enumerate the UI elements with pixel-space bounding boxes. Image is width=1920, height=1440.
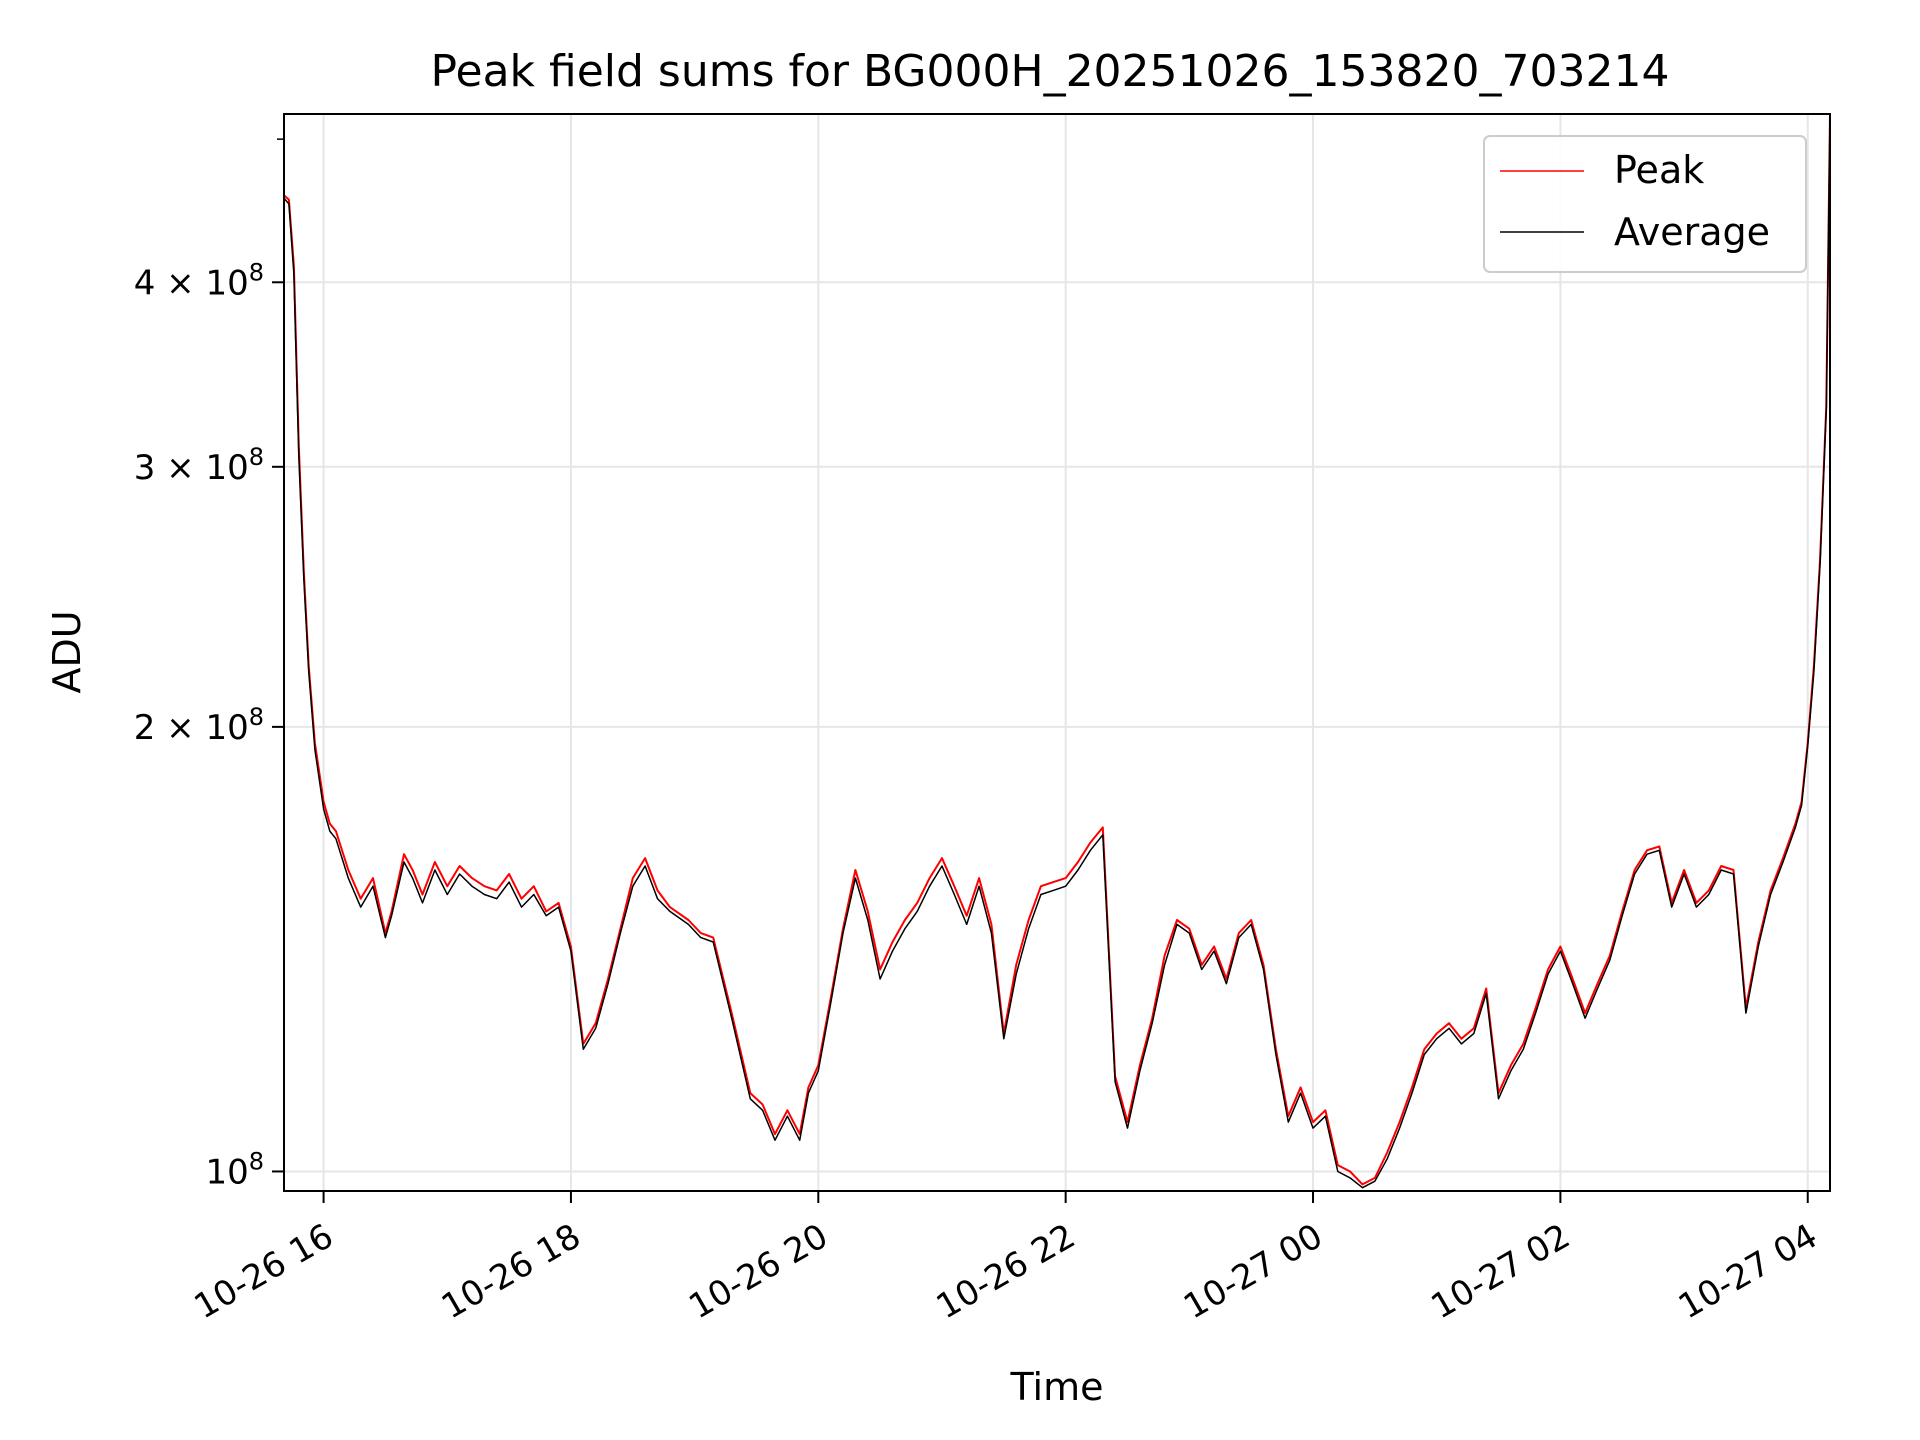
y-axis-label: ADU bbox=[45, 610, 89, 693]
series-layer bbox=[283, 113, 1831, 1189]
legend-peak-label: Peak bbox=[1614, 148, 1704, 192]
grid bbox=[284, 114, 1830, 1191]
x-axis-label: Time bbox=[1010, 1365, 1104, 1409]
plot-area bbox=[283, 113, 1831, 1192]
plot-frame bbox=[283, 113, 1831, 1192]
chart-title: Peak field sums for BG000H_20251026_1538… bbox=[431, 46, 1670, 97]
y-tick-label: 3 × 108 bbox=[134, 443, 264, 488]
series-line-average bbox=[283, 113, 1831, 1189]
y-axis: 108 2 × 108 3 × 108 4 × 108 bbox=[134, 138, 284, 1192]
y-tick-label: 4 × 108 bbox=[134, 258, 264, 303]
series-line-peak bbox=[283, 113, 1831, 1186]
legend-average-label: Average bbox=[1614, 210, 1770, 254]
legend: Peak Average bbox=[1483, 135, 1807, 273]
legend-box bbox=[1483, 135, 1807, 273]
y-tick-label: 2 × 108 bbox=[134, 703, 264, 748]
y-tick-label: 108 bbox=[205, 1147, 264, 1192]
plot-background bbox=[284, 114, 1830, 1191]
